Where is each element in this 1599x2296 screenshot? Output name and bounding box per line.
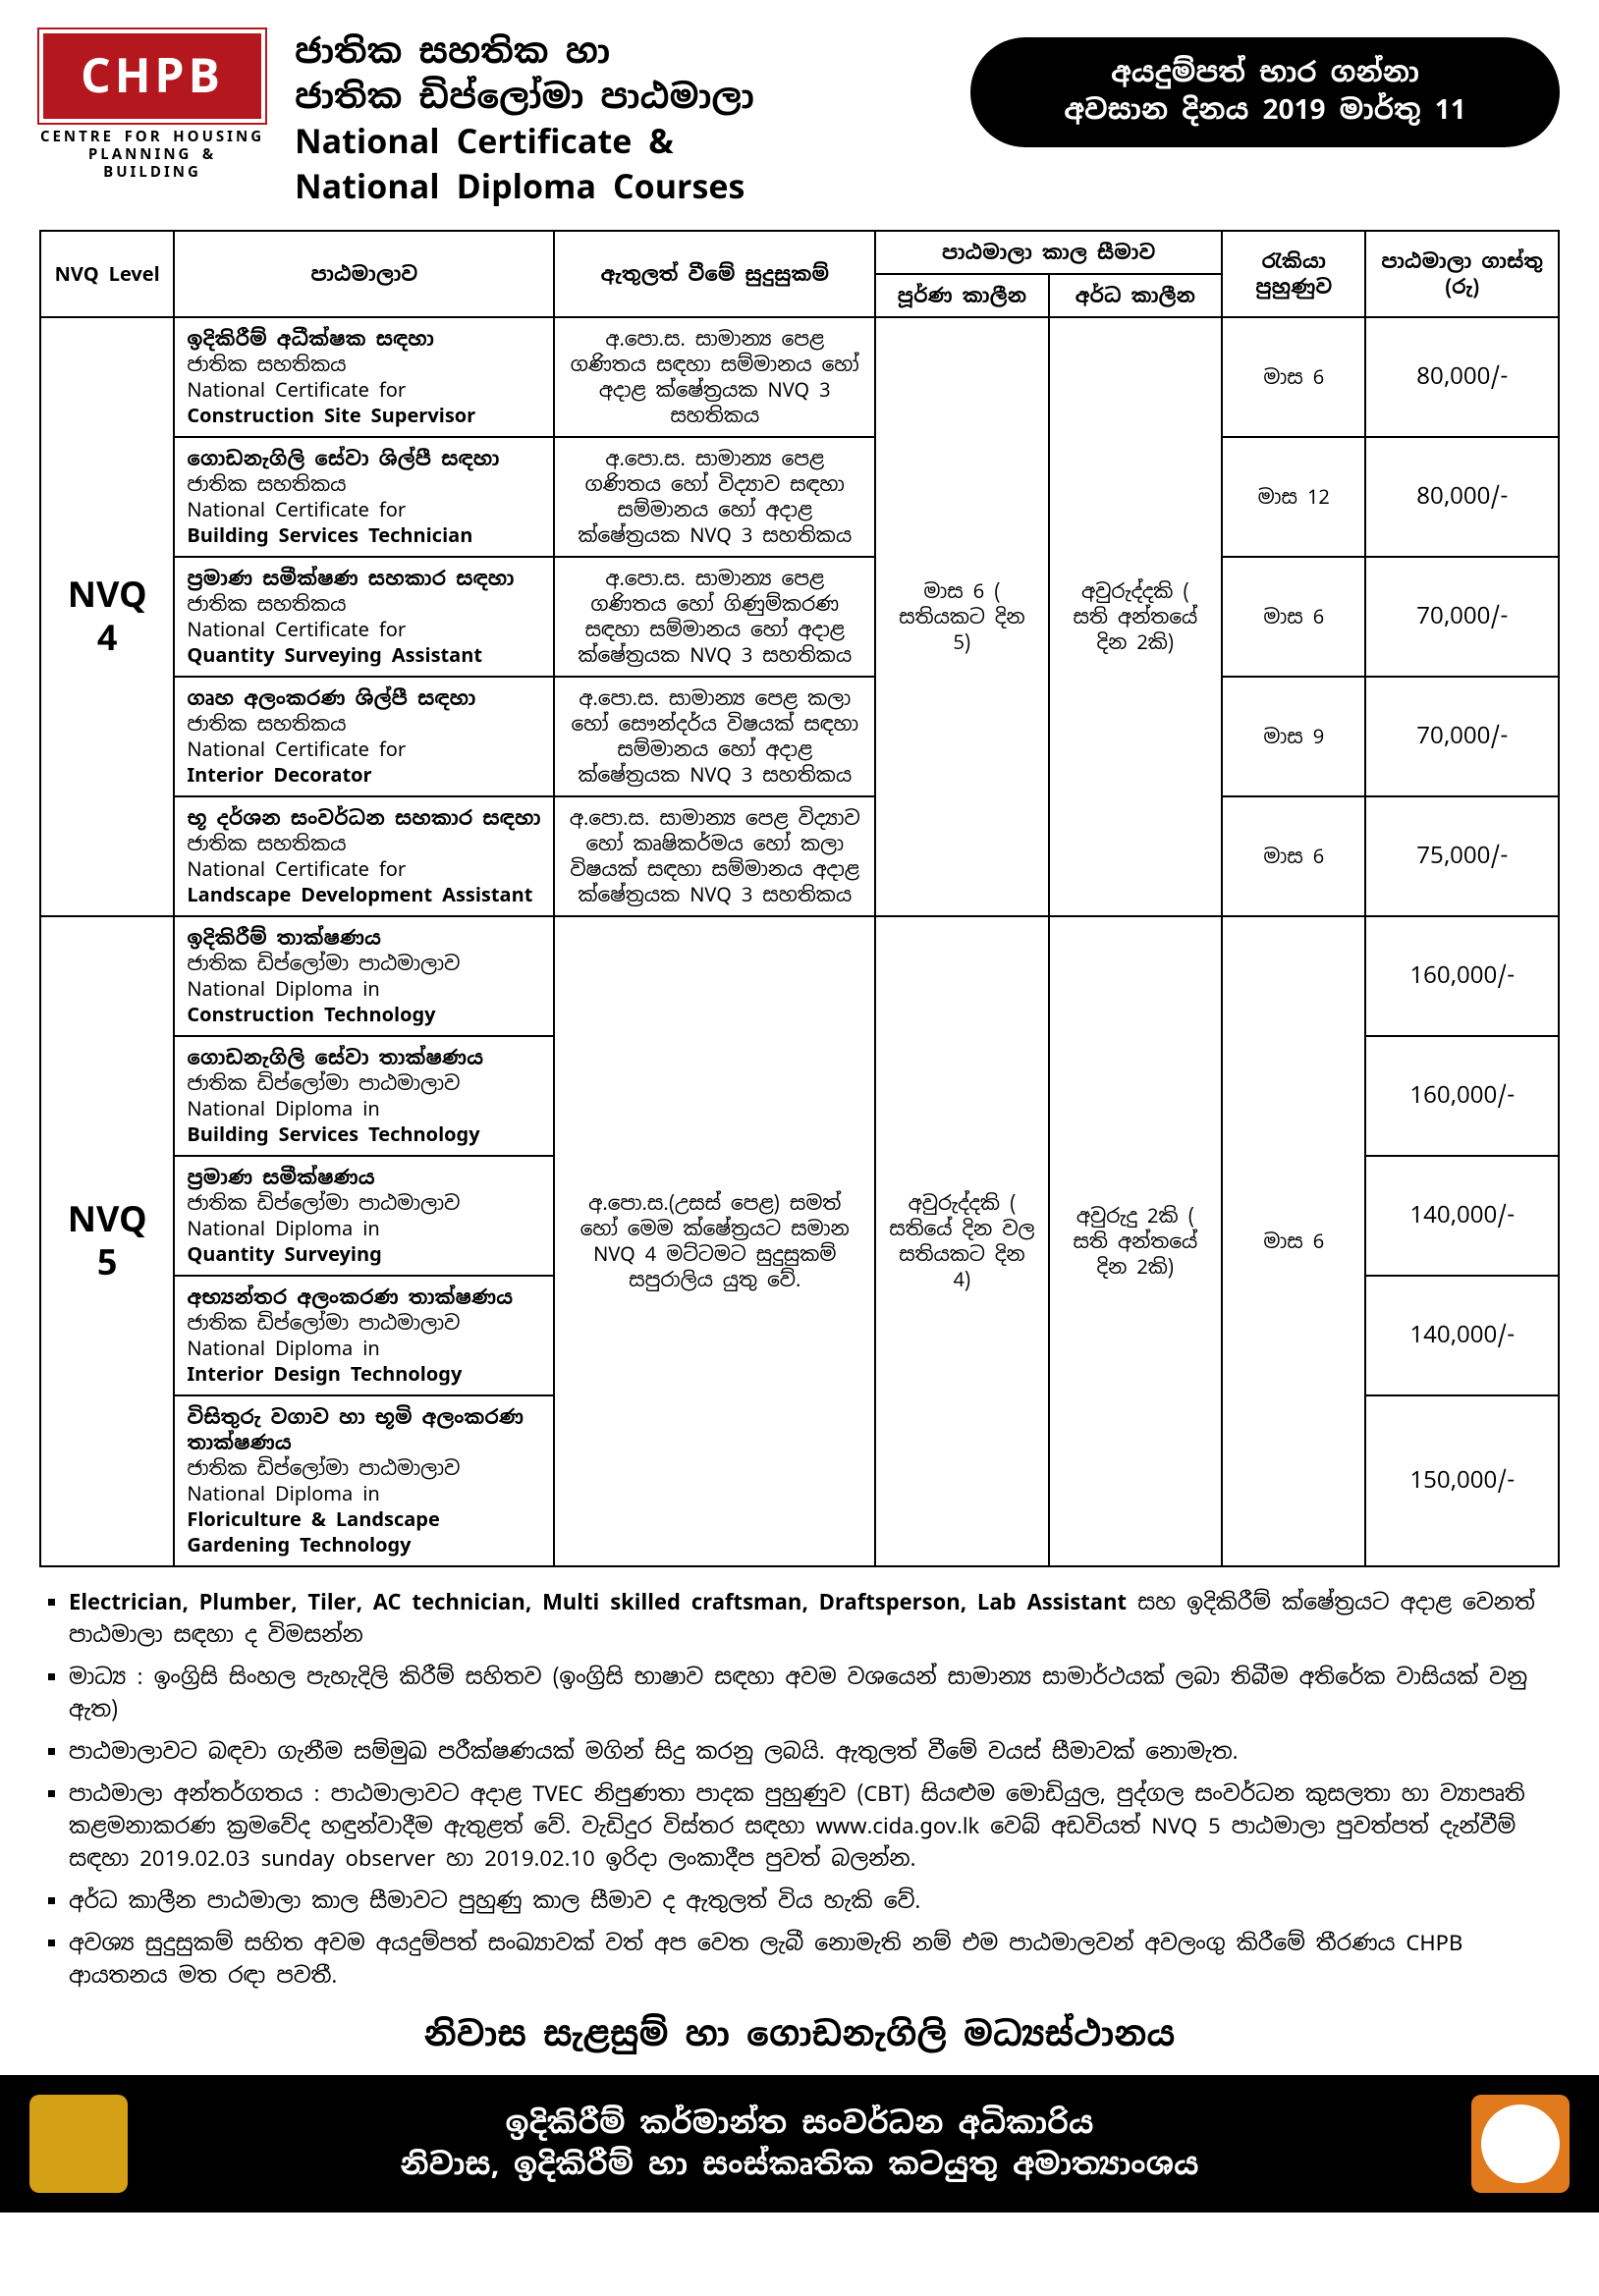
th-level: NVQ Level: [40, 231, 174, 317]
table-row: NVQ4 ඉදිකිරීම් අධීක්ෂක සඳහා ජාතික සහතිකය…: [40, 317, 1559, 437]
fee-cell: 75,000/-: [1365, 796, 1559, 916]
duration-part-cell: අවුරුදු 2කි ( සති අන්තයේ දින 2කි): [1049, 916, 1222, 1566]
notes-list: Electrician, Plumber, Tiler, AC technici…: [69, 1587, 1560, 1993]
fee-cell: 160,000/-: [1365, 1036, 1559, 1156]
table-row: ප්‍රමාණ සමීක්ෂණ සහකාර සඳහා ජාතික සහතිකය …: [40, 557, 1559, 677]
req-cell: අ.පො.ස. සාමාන්‍ය පෙළ කලා හෝ සෞන්දර්ය විෂ…: [554, 677, 875, 796]
job-cell: මාස 6: [1222, 796, 1365, 916]
table-row: NVQ5 ඉදිකිරීම් තාක්ෂණය ජාතික ඩිප්ලෝමා පා…: [40, 916, 1559, 1036]
table-row: ගොඩනැගිලි සේවා ශිල්පී සඳහා ජාතික සහතිකය …: [40, 437, 1559, 557]
duration-full-cell: අවුරුද්දකි ( සතියේ දින වල සතියකට දින 4): [875, 916, 1048, 1566]
logo: CHPB CENTRE FOR HOUSING PLANNING & BUILD…: [39, 29, 265, 182]
th-full: පූර්ණ කාලීන: [875, 274, 1048, 317]
job-cell: මාස 12: [1222, 437, 1365, 557]
course-cell: අභ්‍යන්තර අලංකරණ තාක්ෂණය ජාතික ඩිප්ලෝමා …: [174, 1276, 554, 1395]
th-job: රැකියා පුහුණුව: [1222, 231, 1365, 317]
fee-cell: 160,000/-: [1365, 916, 1559, 1036]
footer-text: ඉදිකිරීම් කර්මාන්ත සංවර්ධන අධිකාරිය නිවා…: [157, 2103, 1442, 2185]
footer: ඉදිකිරීම් කර්මාන්ත සංවර්ධන අධිකාරිය නිවා…: [0, 2075, 1599, 2213]
duration-part-cell: අවුරුද්දකි ( සති අන්තයේ දින 2කි): [1049, 317, 1222, 916]
logo-subtitle: CENTRE FOR HOUSING PLANNING & BUILDING: [39, 129, 265, 182]
note-item: අවශ්‍ය සුදුසුකම් සහිත අවම අයදුම්පත් සංඛ්…: [69, 1928, 1560, 1993]
institute-name: නිවාස සැළසුම් හා ගොඩනැගිලි මධ්‍යස්ථානය: [39, 2012, 1560, 2055]
course-cell: ගොඩනැගිලි සේවා ශිල්පී සඳහා ජාතික සහතිකය …: [174, 437, 554, 557]
job-cell: මාස 6: [1222, 317, 1365, 437]
course-cell: ප්‍රමාණ සමීක්ෂණය ජාතික ඩිප්ලෝමා පාඨමාලාව…: [174, 1156, 554, 1276]
table-row: භූ දර්ශන සංවර්ධන සහකාර සඳහා ජාතික සහතිකය…: [40, 796, 1559, 916]
course-table: NVQ Level පාඨමාලාව ඇතුලත් වීමේ සුදුසුකම්…: [39, 230, 1560, 1567]
note-item: අර්ධ කාලීන පාඨමාලා කාල සීමාවට පුහුණු කාල…: [69, 1886, 1560, 1918]
level-cell: NVQ4: [40, 317, 174, 916]
cida-logo-icon: [1471, 2095, 1570, 2193]
fee-cell: 70,000/-: [1365, 557, 1559, 677]
page-title: ජාතික සහතික හා ජාතික ඩිප්ලෝමා පාඨමාලා Na…: [295, 29, 941, 210]
header: CHPB CENTRE FOR HOUSING PLANNING & BUILD…: [39, 29, 1560, 210]
job-cell: මාස 9: [1222, 677, 1365, 796]
fee-cell: 150,000/-: [1365, 1395, 1559, 1566]
th-course: පාඨමාලාව: [174, 231, 554, 317]
table-row: ගෘහ අලංකරණ ශිල්පී සඳහා ජාතික සහතිකය Nati…: [40, 677, 1559, 796]
job-cell: මාස 6: [1222, 916, 1365, 1566]
level-cell: NVQ5: [40, 916, 174, 1566]
th-part: අර්ධ කාලීන: [1049, 274, 1222, 317]
fee-cell: 80,000/-: [1365, 437, 1559, 557]
th-fee: පාඨමාලා ගාස්තු (රු): [1365, 231, 1559, 317]
duration-full-cell: මාස 6 ( සතියකට දින 5): [875, 317, 1048, 916]
note-item: මාධ්‍ය : ඉංග්‍රිසි සිංහල පැහැදිලි කිරීම්…: [69, 1662, 1560, 1726]
note-item: පාඨමාලා අන්තර්ගතය : පාඨමාලාවට අදාළ TVEC …: [69, 1778, 1560, 1876]
th-req: ඇතුලත් වීමේ සුදුසුකම්: [554, 231, 875, 317]
fee-cell: 140,000/-: [1365, 1276, 1559, 1395]
req-cell: අ.පො.ස. සාමාන්‍ය පෙළ ගණිතය හෝ ගිණුම්කරණ …: [554, 557, 875, 677]
req-cell: අ.පො.ස.(උසස් පෙළ) සමත් හෝ මෙම ක්ෂේත්‍රයට…: [554, 916, 875, 1566]
course-cell: ඉදිකිරීම් අධීක්ෂක සඳහා ජාතික සහතිකය Nati…: [174, 317, 554, 437]
govt-emblem-icon: [29, 2095, 128, 2193]
fee-cell: 140,000/-: [1365, 1156, 1559, 1276]
course-cell: විසිතුරු වගාව හා භූමි අලංකරණ තාක්ෂණය ජාත…: [174, 1395, 554, 1566]
logo-text: CHPB: [39, 29, 265, 123]
job-cell: මාස 6: [1222, 557, 1365, 677]
th-duration: පාඨමාලා කාල සීමාව: [875, 231, 1222, 274]
fee-cell: 70,000/-: [1365, 677, 1559, 796]
fee-cell: 80,000/-: [1365, 317, 1559, 437]
course-cell: භූ දර්ශන සංවර්ධන සහකාර සඳහා ජාතික සහතිකය…: [174, 796, 554, 916]
req-cell: අ.පො.ස. සාමාන්‍ය පෙළ ගණිතය හෝ විද්‍යාව ස…: [554, 437, 875, 557]
note-item: පාඨමාලාවට බඳවා ගැනීම සම්මුඛ පරීක්ෂණයක් ම…: [69, 1736, 1560, 1769]
course-cell: ප්‍රමාණ සමීක්ෂණ සහකාර සඳහා ජාතික සහතිකය …: [174, 557, 554, 677]
deadline-badge: අයදුම්පත් භාර ගන්නා අවසාන දිනය 2019 මාර්…: [970, 37, 1560, 147]
note-item: Electrician, Plumber, Tiler, AC technici…: [69, 1587, 1560, 1652]
course-cell: ඉදිකිරීම් තාක්ෂණය ජාතික ඩිප්ලෝමා පාඨමාලා…: [174, 916, 554, 1036]
course-cell: ගෘහ අලංකරණ ශිල්පී සඳහා ජාතික සහතිකය Nati…: [174, 677, 554, 796]
req-cell: අ.පො.ස. සාමාන්‍ය පෙළ ගණිතය සඳහා සම්මානය …: [554, 317, 875, 437]
req-cell: අ.පො.ස. සාමාන්‍ය පෙළ විද්‍යාව හෝ කෘෂිකර්…: [554, 796, 875, 916]
course-cell: ගොඩනැගිලි සේවා තාක්ෂණය ජාතික ඩිප්ලෝමා පා…: [174, 1036, 554, 1156]
